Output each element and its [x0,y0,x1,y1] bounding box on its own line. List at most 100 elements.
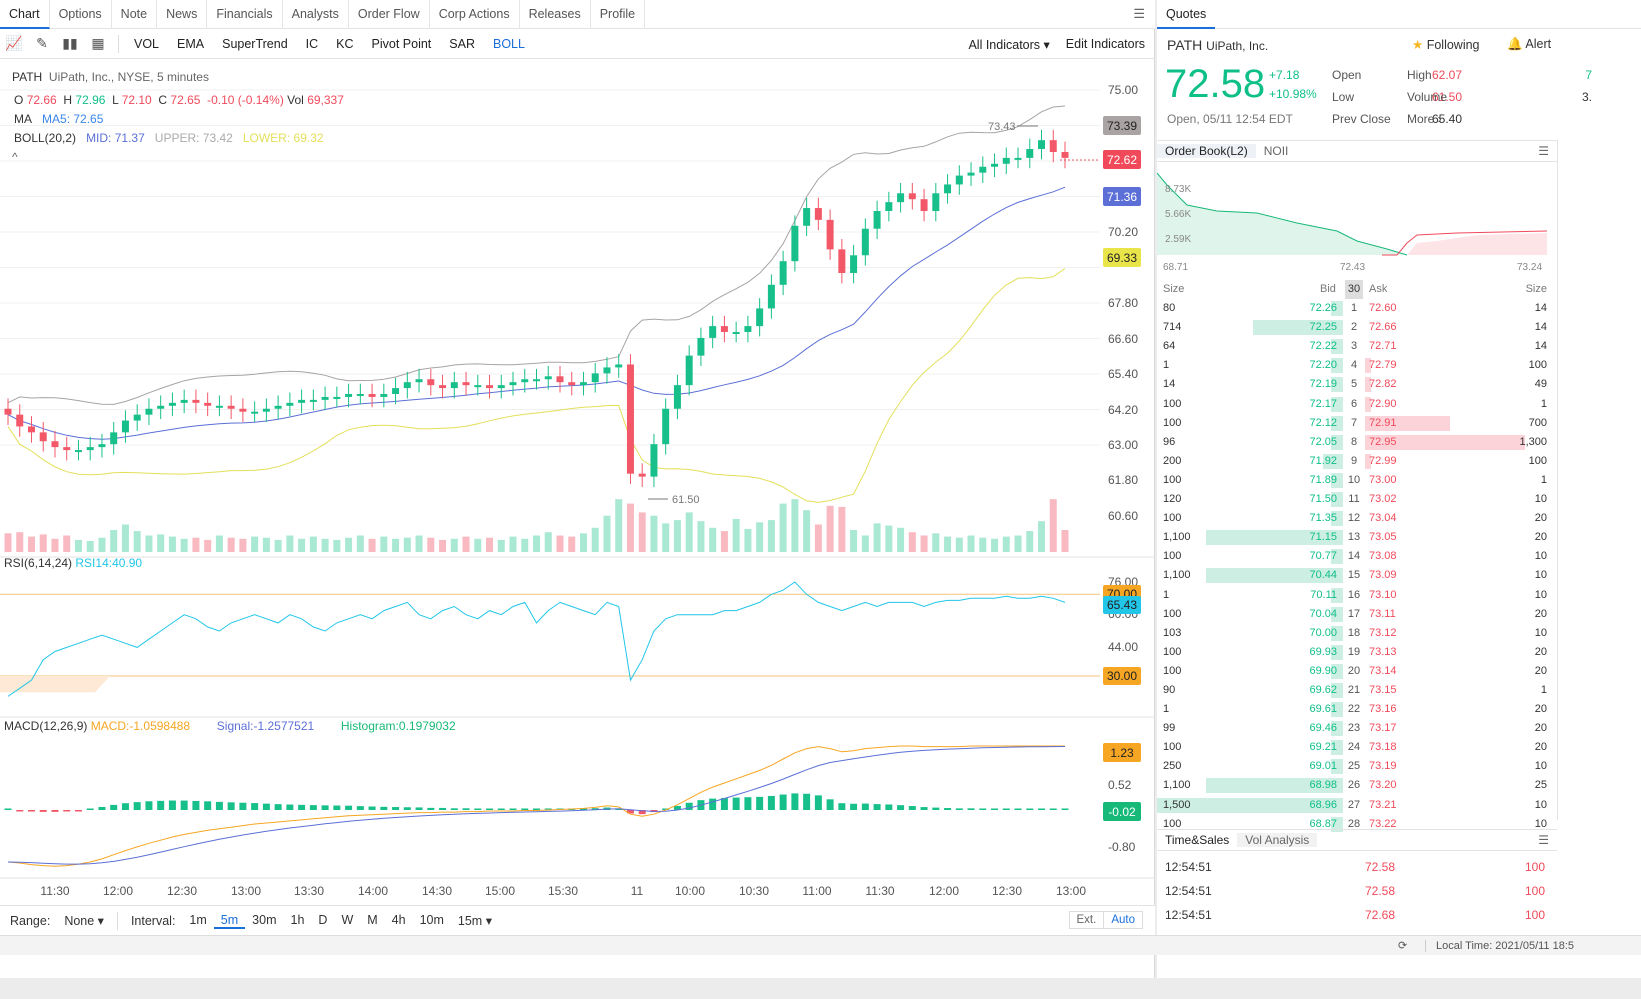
orderbook-row[interactable]: 1 72.20 4 72.79 100 [1157,356,1557,375]
indicator-kc[interactable]: KC [336,36,354,51]
indicator-ic[interactable]: IC [305,36,319,51]
interval-10m[interactable]: 10m [419,912,444,927]
tab-profile[interactable]: Profile [591,0,646,29]
menu-icon[interactable]: ☰ [1133,6,1145,21]
orderbook-row[interactable]: 1,100 68.98 26 73.20 25 [1157,776,1557,795]
volume-bar [74,539,82,552]
draw-pen-icon[interactable]: ✎ [36,35,48,51]
candle-body [544,376,552,380]
auto-button[interactable]: Auto [1103,912,1142,928]
tab-news[interactable]: News [157,0,208,29]
ask-size: 20 [1534,607,1547,620]
indicator-supertrend[interactable]: SuperTrend [222,36,288,51]
orderbook-row[interactable]: 100 69.90 20 73.14 20 [1157,662,1557,681]
ask-size: 49 [1534,378,1547,391]
candle-body [556,376,564,383]
interval-5m[interactable]: 5m [213,913,246,929]
interval-M[interactable]: M [367,912,378,927]
macd-histogram-bar [462,808,470,810]
edit-indicators-button[interactable]: Edit Indicators [1065,37,1145,51]
orderbook-row[interactable]: 1 69.61 22 73.16 20 [1157,700,1557,719]
level-number: 18 [1347,626,1361,639]
macd-histogram-bar [86,808,94,810]
candle-body [662,408,670,445]
following-button[interactable]: ★ Following [1412,37,1480,52]
tab-options[interactable]: Options [50,0,112,29]
orderbook-row[interactable]: 100 69.21 24 73.18 20 [1157,738,1557,757]
orderbook-row[interactable]: 103 70.00 18 73.12 10 [1157,624,1557,643]
interval-30m[interactable]: 30m [252,912,277,927]
tab-releases[interactable]: Releases [520,0,591,29]
orderbook-row[interactable]: 100 71.89 10 73.00 1 [1157,471,1557,490]
orderbook-row[interactable]: 100 72.17 6 72.90 1 [1157,395,1557,414]
tab-note[interactable]: Note [112,0,158,29]
indicator-sar[interactable]: SAR [449,36,475,51]
candle-body [497,385,505,389]
orderbook-row[interactable]: 1,100 71.15 13 73.05 20 [1157,528,1557,547]
tab-financials[interactable]: Financials [207,0,283,29]
orderbook-row[interactable]: 1 70.11 16 73.10 10 [1157,586,1557,605]
candle-body [850,255,858,273]
ask-size: 10 [1534,760,1547,773]
tab-corp-actions[interactable]: Corp Actions [430,0,520,29]
level-number: 16 [1347,588,1361,601]
orderbook-row[interactable]: 14 72.19 5 72.82 49 [1157,375,1557,394]
interval-W[interactable]: W [341,912,354,927]
indicator-pivot-point[interactable]: Pivot Point [371,36,432,51]
layout-grid-icon[interactable]: ▦ [91,35,105,51]
alert-button[interactable]: 🔔 Alert [1507,37,1551,52]
orderbook-row[interactable]: 714 72.25 2 72.66 14 [1157,318,1557,337]
line-chart-icon[interactable]: 📈 [5,35,23,51]
refresh-icon[interactable]: ⟳ [1398,940,1408,952]
price-chart-svg[interactable]: 75.0073.8071.4070.2067.8066.6065.4064.20… [0,60,1155,905]
menu-icon[interactable]: ☰ [1538,144,1549,158]
orderbook-row[interactable]: 80 72.26 1 72.60 14 [1157,299,1557,318]
orderbook-row[interactable]: 200 71.92 9 72.99 100 [1157,452,1557,471]
tab-chart[interactable]: Chart [0,0,50,29]
tab-order-flow[interactable]: Order Flow [349,0,430,29]
all-indicators-dropdown[interactable]: All Indicators ▾ [968,37,1050,52]
chart-area[interactable]: 75.0073.8071.4070.2067.8066.6065.4064.20… [0,60,1155,905]
orderbook-row[interactable]: 100 70.77 14 73.08 10 [1157,547,1557,566]
interval-4h[interactable]: 4h [391,912,406,927]
orderbook-row[interactable]: 100 68.87 28 73.22 10 [1157,815,1557,834]
indicator-boll[interactable]: BOLL [493,36,525,51]
candle-body [286,402,294,406]
ext-button[interactable]: Ext. [1076,914,1097,926]
tab-noii[interactable]: NOII [1263,144,1289,158]
candle-body [1002,157,1010,164]
orderbook-row[interactable]: 100 70.04 17 73.11 20 [1157,605,1557,624]
orderbook-row[interactable]: 250 69.01 25 73.19 10 [1157,757,1557,776]
orderbook-row[interactable]: 120 71.50 11 73.02 10 [1157,490,1557,509]
orderbook-row[interactable]: 1,500 68.96 27 73.21 10 [1157,796,1557,815]
ask-price: 72.82 [1369,378,1397,391]
candlestick-icon[interactable]: ▮▮ [62,35,78,51]
menu-icon[interactable]: ☰ [1538,833,1549,847]
orderbook-row[interactable]: 90 69.62 21 73.15 1 [1157,681,1557,700]
orderbook-row[interactable]: 99 69.46 23 73.17 20 [1157,719,1557,738]
tab-vol-analysis[interactable]: Vol Analysis [1237,833,1318,847]
orderbook-row[interactable]: 64 72.22 3 72.71 14 [1157,337,1557,356]
tab-analysts[interactable]: Analysts [283,0,349,29]
interval-1h[interactable]: 1h [290,912,305,927]
tab-time-sales[interactable]: Time&Sales [1165,833,1230,847]
orderbook-row[interactable]: 100 72.12 7 72.91 700 [1157,414,1557,433]
indicator-vol[interactable]: VOL [134,36,160,51]
collapse-caret-icon[interactable]: ^ [12,150,18,164]
ask-price: 73.18 [1369,741,1397,754]
bid-price: 70.44 [1309,569,1337,582]
tab-orderbook[interactable]: Order Book(L2) [1157,144,1256,158]
interval-1m[interactable]: 1m [189,912,207,927]
range-dropdown[interactable]: None ▾ [64,914,104,928]
orderbook-row[interactable]: 96 72.05 8 72.95 1,300 [1157,433,1557,452]
stat-label: Prev Close [1332,112,1391,126]
interval-D[interactable]: D [318,912,328,927]
orderbook-row[interactable]: 100 71.35 12 73.04 20 [1157,509,1557,528]
orderbook-row[interactable]: 100 69.93 19 73.13 20 [1157,643,1557,662]
interval-15m[interactable]: 15m ▾ [457,913,492,928]
indicator-ema[interactable]: EMA [177,36,205,51]
level-selector[interactable]: 30 [1345,280,1363,300]
tab-quotes[interactable]: Quotes [1157,0,1216,29]
orderbook-row[interactable]: 1,100 70.44 15 73.09 10 [1157,566,1557,585]
stat-label[interactable]: More › [1407,112,1442,126]
